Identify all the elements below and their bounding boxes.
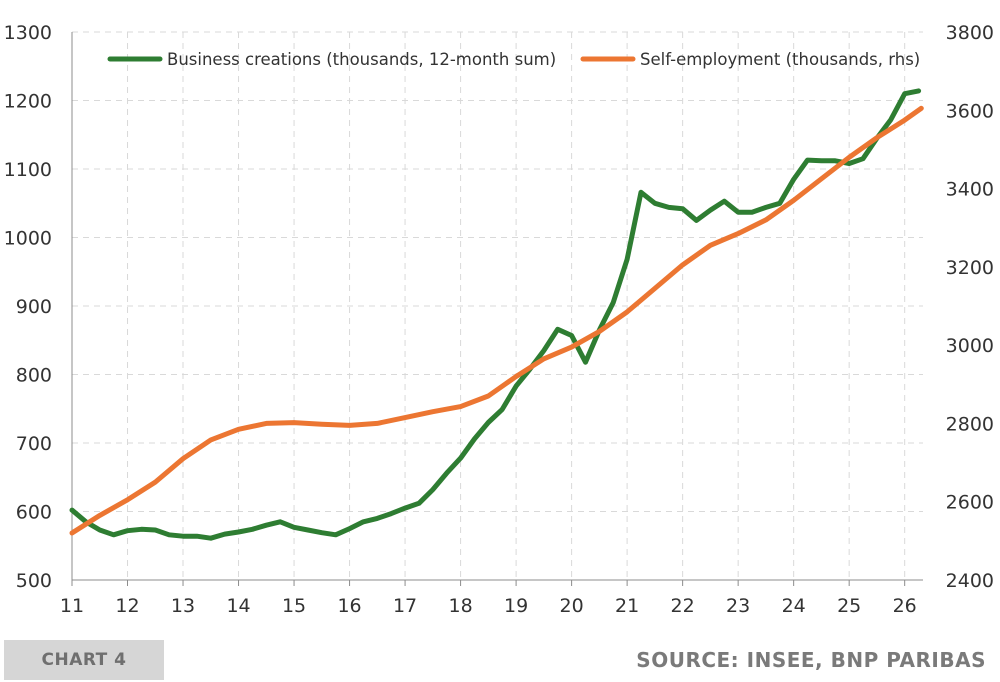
business-creations-line [69,88,922,541]
x-tick-label: 19 [504,595,528,617]
x-tick-label: 15 [282,595,306,617]
x-tick-label: 16 [337,595,361,617]
left-tick-label: 1200 [4,91,52,113]
gridlines [72,31,923,580]
right-tick-label: 2600 [946,492,994,514]
right-tick-label: 3000 [946,335,994,357]
right-axis-ticks: 2400 2600 2800 3000 3200 3400 3600 3800 [946,22,994,592]
x-tick-label: 14 [226,595,250,617]
legend-label-self-employment: Self-employment (thousands, rhs) [640,50,920,69]
left-tick-label: 600 [16,502,52,524]
left-tick-label: 1100 [4,159,52,181]
x-tick-label: 21 [615,595,639,617]
self-employment-line [69,105,924,536]
left-axis-ticks: 500 600 700 800 900 1000 1100 1200 1300 [4,22,52,592]
x-tick-label: 24 [782,595,806,617]
chart-svg: 500 600 700 800 900 1000 1100 1200 1300 2400 2600… [4,22,994,617]
x-tick-label: 13 [171,595,195,617]
x-tick-label: 22 [671,595,695,617]
chart-number-label: CHART 4 [4,640,164,680]
x-axis-ticks: 11 12 13 14 15 16 17 18 19 20 21 22 23 24 25 26 [60,580,917,617]
right-tick-label: 3800 [946,22,994,44]
axes [71,32,923,581]
right-tick-label: 3600 [946,100,994,122]
left-tick-label: 1000 [4,228,52,250]
x-tick-label: 17 [393,595,417,617]
left-tick-label: 1300 [4,22,52,44]
x-tick-label: 20 [560,595,584,617]
legend-label-business-creations: Business creations (thousands, 12-month … [167,50,556,69]
right-tick-label: 2400 [946,570,994,592]
right-tick-label: 3200 [946,257,994,279]
x-tick-label: 11 [60,595,84,617]
x-tick-label: 12 [115,595,139,617]
x-tick-label: 23 [726,595,750,617]
series-lines [69,88,924,541]
left-tick-label: 700 [16,433,52,455]
x-tick-label: 26 [893,595,917,617]
source-note: SOURCE: INSEE, BNP PARIBAS [636,648,986,672]
legend: Business creations (thousands, 12-month … [107,50,920,69]
left-tick-label: 800 [16,365,52,387]
right-tick-label: 3400 [946,179,994,201]
left-tick-label: 500 [16,570,52,592]
x-tick-label: 18 [448,595,472,617]
x-tick-label: 25 [837,595,861,617]
left-tick-label: 900 [16,296,52,318]
right-tick-label: 2800 [946,413,994,435]
